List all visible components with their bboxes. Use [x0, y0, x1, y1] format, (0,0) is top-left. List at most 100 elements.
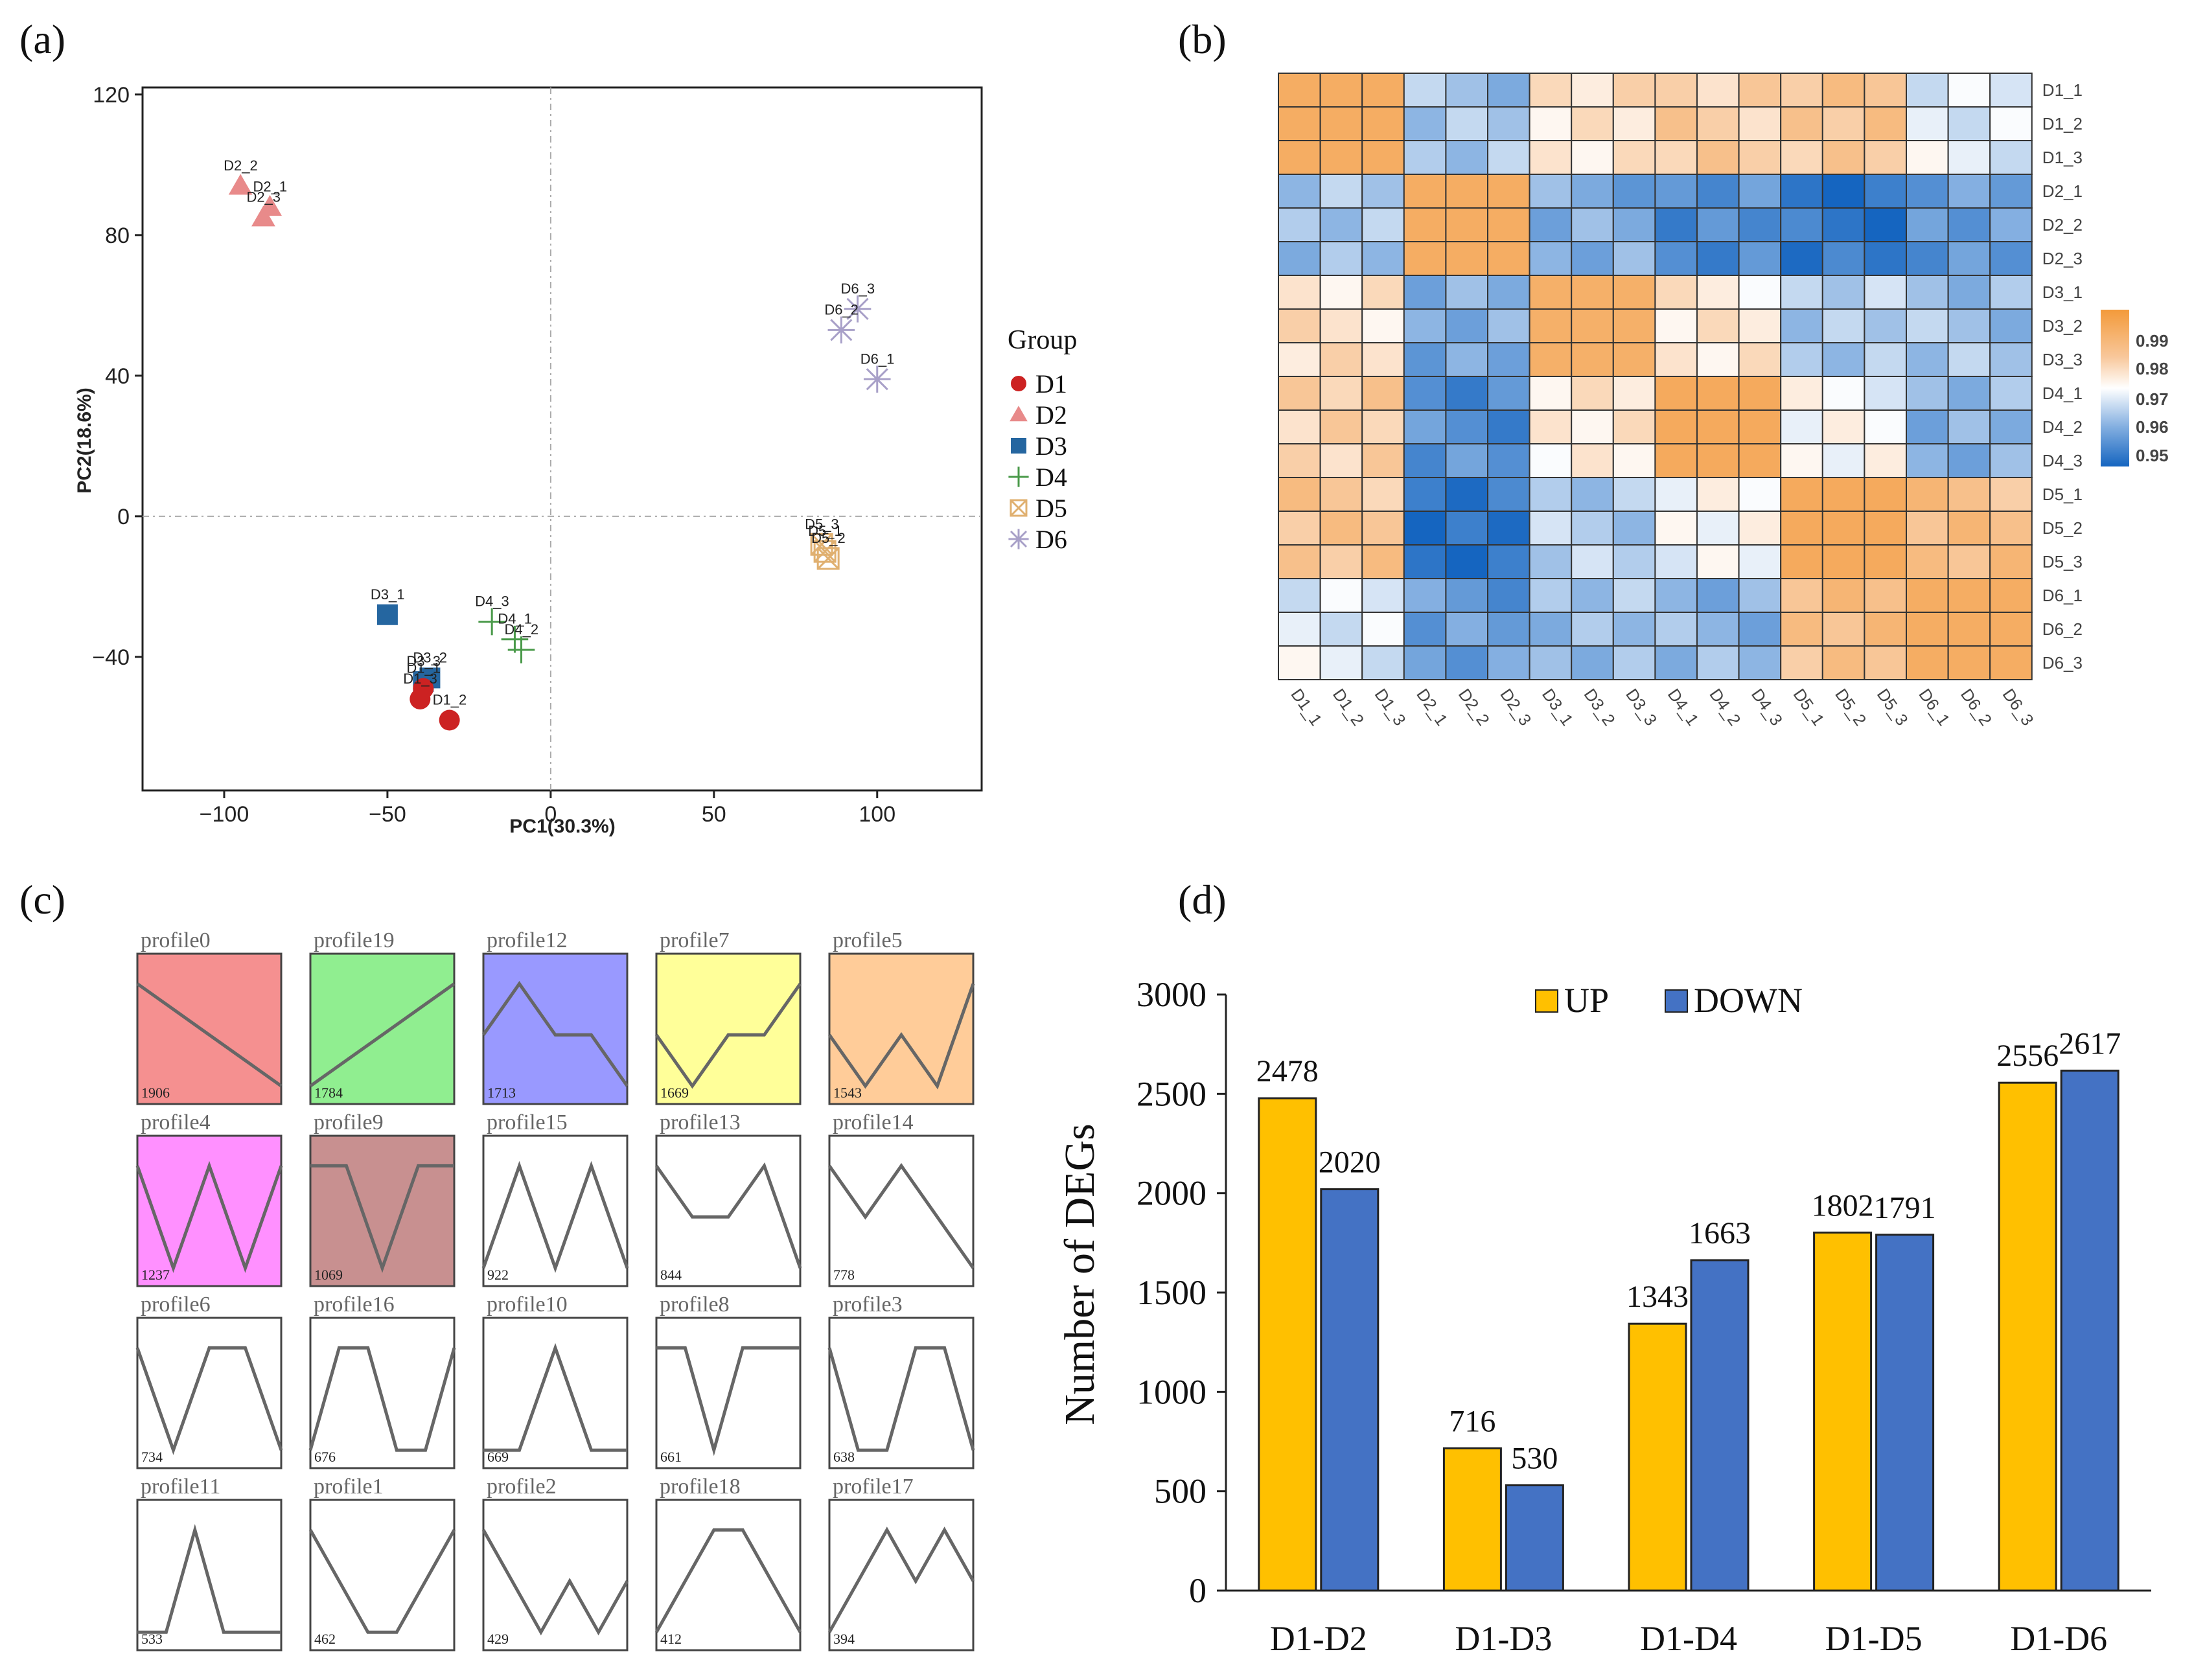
heatmap-cell	[1989, 241, 2033, 276]
heatmap-cell	[1696, 106, 1740, 141]
heatmap-cell	[1821, 174, 1865, 209]
heatmap-cell	[1529, 275, 1573, 310]
pca-legend-label: D5	[1035, 494, 1067, 523]
profile-box	[309, 1499, 456, 1651]
heatmap-cell	[1864, 308, 1907, 343]
heatmap-col-label: D4_3	[1748, 685, 1786, 729]
pca-point-label: D1_1	[406, 660, 441, 676]
heatmap-cell	[1612, 645, 1656, 680]
bar-down	[1505, 1484, 1564, 1592]
bar-category-label: D1-D3	[1455, 1619, 1552, 1658]
heatmap-cell	[1445, 308, 1488, 343]
heatmap-cell	[1654, 73, 1698, 108]
heatmap-col-label: D3_3	[1622, 685, 1661, 729]
heatmap-cell	[1571, 612, 1614, 647]
heatmap-cell	[1780, 409, 1823, 444]
heatmap-cell	[1989, 275, 2033, 310]
heatmap-cell	[1319, 477, 1363, 512]
heatmap-row-label: D1_1	[2042, 80, 2083, 100]
profile-count: 1713	[487, 1085, 516, 1101]
heatmap-cell	[1445, 73, 1488, 108]
profile-count: 1543	[833, 1085, 862, 1101]
bar-legend-label: DOWN	[1694, 981, 1803, 1020]
heatmap-cell	[1780, 140, 1823, 175]
bar-category-label: D1-D6	[2010, 1619, 2107, 1658]
profile-count: 1669	[660, 1085, 689, 1101]
bar-value-label: 1791	[1874, 1191, 1936, 1225]
bar-ytick-label: 500	[1154, 1472, 1207, 1511]
profile-line	[654, 1162, 802, 1269]
colorbar-tick-label: 0.98	[2136, 359, 2169, 378]
heatmap-cell	[1738, 544, 1782, 579]
heatmap-cell	[1529, 612, 1573, 647]
heatmap-cell	[1738, 342, 1782, 377]
panel-label-c: (c)	[19, 877, 65, 923]
heatmap-cell	[1319, 409, 1363, 444]
pca-point-label: D3_3	[406, 653, 441, 669]
heatmap-cell	[1319, 207, 1363, 242]
profile-box	[655, 952, 802, 1105]
heatmap-col-label: D6_3	[1999, 685, 2038, 729]
heatmap-cell	[1612, 207, 1656, 242]
heatmap-cell	[1571, 544, 1614, 579]
heatmap-cell	[1487, 477, 1530, 512]
heatmap-cell	[1696, 409, 1740, 444]
profile-title: profile4	[141, 1110, 211, 1134]
heatmap-cell	[1738, 106, 1782, 141]
pca-xtick-label: −100	[200, 802, 249, 827]
heatmap-cell	[1403, 73, 1447, 108]
heatmap-cell	[1989, 207, 2033, 242]
heatmap-col-label: D6_2	[1957, 685, 1996, 729]
heatmap-cell	[1821, 207, 1865, 242]
pca-point-label: D3_2	[413, 649, 447, 665]
panel-label-a: (a)	[19, 16, 65, 62]
pca-legend-marker	[1011, 376, 1026, 391]
heatmap-cell	[1780, 106, 1823, 141]
heatmap-cell	[1487, 376, 1530, 411]
bar-value-label: 1802	[1812, 1188, 1874, 1223]
pca-point-label: D2_3	[246, 189, 281, 205]
heatmap-cell	[1571, 511, 1614, 546]
pca-legend-label: D3	[1035, 432, 1067, 461]
profile-title: profile11	[141, 1475, 220, 1499]
heatmap-cell	[1654, 443, 1698, 478]
bar-value-label: 530	[1511, 1441, 1558, 1475]
pca-legend-marker	[1010, 499, 1028, 517]
heatmap-cell	[1989, 544, 2033, 579]
pca-ytick-label: 40	[105, 364, 130, 389]
bar-down	[1320, 1188, 1380, 1592]
bar-category-label: D1-D5	[1825, 1619, 1923, 1658]
heatmap-cell	[1529, 477, 1573, 512]
profile-title: profile19	[314, 928, 395, 952]
heatmap-cell	[1529, 342, 1573, 377]
heatmap-row-label: D6_3	[2042, 653, 2083, 673]
heatmap-cell	[1529, 106, 1573, 141]
colorbar-tick-label: 0.99	[2136, 331, 2169, 351]
heatmap-cell	[1403, 342, 1447, 377]
profile-box	[655, 1134, 802, 1287]
heatmap-cell	[1278, 342, 1321, 377]
heatmap-cell	[1319, 73, 1363, 108]
heatmap-cell	[1403, 409, 1447, 444]
bar-up	[1813, 1231, 1873, 1592]
heatmap-cell	[1278, 376, 1321, 411]
heatmap-cell	[1278, 477, 1321, 512]
heatmap-cell	[1738, 207, 1782, 242]
heatmap-cell	[1780, 645, 1823, 680]
heatmap-row-label: D4_1	[2042, 384, 2083, 403]
heatmap-cell	[1571, 140, 1614, 175]
profile-title: profile12	[487, 928, 568, 952]
heatmap-cell	[1906, 612, 1949, 647]
profile-count: 1069	[314, 1267, 343, 1283]
profile-title: profile1	[314, 1475, 384, 1499]
profile-title: profile15	[487, 1110, 568, 1134]
pca-point	[844, 295, 872, 323]
heatmap-cell	[1319, 443, 1363, 478]
pca-point	[816, 547, 840, 570]
heatmap-cell	[1319, 544, 1363, 579]
heatmap-cell	[1445, 477, 1488, 512]
pca-point-label: D5_2	[811, 530, 846, 546]
heatmap-cell	[1864, 73, 1907, 108]
bar-ytick-label: 3000	[1137, 975, 1207, 1014]
heatmap-cell	[1864, 443, 1907, 478]
